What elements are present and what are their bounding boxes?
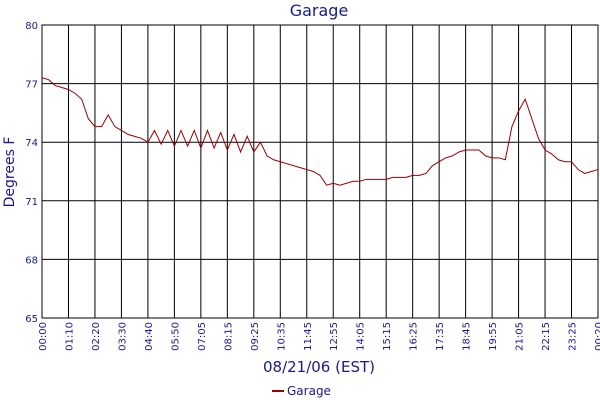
y-tick-label: 77 (25, 80, 38, 91)
line (41, 77, 599, 186)
y-tick-label: 68 (25, 255, 38, 266)
x-tick-label: 00:20 (594, 322, 600, 351)
x-tick-label: 11:45 (303, 322, 314, 351)
x-tick-label: 14:05 (356, 322, 367, 351)
x-tick-label: 17:35 (435, 322, 446, 351)
chart-title: Garage (290, 1, 349, 20)
plot-border (41, 24, 599, 319)
x-tick-label: 10:35 (276, 322, 287, 351)
legend-label: Garage (287, 384, 331, 398)
x-tick-label: 07:05 (197, 322, 208, 351)
y-tick-label: 65 (25, 314, 38, 325)
x-tick-label: 08:15 (223, 322, 234, 351)
x-tick-label: 04:40 (144, 322, 155, 351)
x-axis-label: 08/21/06 (EST) (263, 358, 375, 376)
y-tick-label: 74 (25, 138, 38, 149)
x-tick-label: 03:30 (117, 322, 128, 351)
x-tick-label: 16:25 (409, 322, 420, 351)
x-tick-label: 12:55 (329, 322, 340, 351)
y-tick-label: 71 (25, 197, 38, 208)
x-tick-label: 19:55 (488, 322, 499, 351)
x-tick-label: 01:10 (64, 322, 75, 351)
x-tick-label: 21:05 (515, 322, 526, 351)
x-tick-label: 00:00 (38, 322, 49, 351)
y-tick-label: 80 (25, 21, 38, 32)
x-tick-label: 23:25 (568, 322, 579, 351)
x-tick-label: 02:20 (91, 322, 102, 351)
x-tick-label: 09:25 (250, 322, 261, 351)
y-axis-label: Degrees F (2, 137, 18, 208)
x-tick-label: 15:15 (382, 322, 393, 351)
x-tick-label: 05:50 (170, 322, 181, 351)
x-tick-label: 18:45 (462, 322, 473, 351)
x-tick-label: 22:15 (541, 322, 552, 351)
